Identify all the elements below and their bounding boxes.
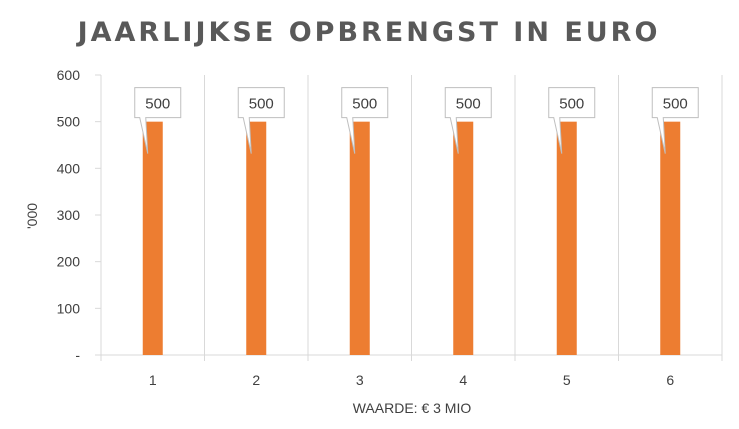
chart-title: JAARLIJKSE OPBRENGST IN EURO <box>76 17 661 48</box>
data-label: 500 <box>249 96 274 113</box>
data-label: 500 <box>352 96 377 113</box>
data-label: 500 <box>663 96 688 113</box>
y-tick-label: 500 <box>57 114 81 130</box>
data-labels: 500 500 500 500 500 500 <box>134 87 699 154</box>
data-label: 500 <box>456 96 481 113</box>
bar <box>246 121 267 356</box>
y-tick-label: 300 <box>57 207 81 223</box>
bar <box>660 121 681 356</box>
x-axis-title: WAARDE: € 3 MIO <box>353 400 472 416</box>
data-label: 500 <box>145 96 170 113</box>
y-tick-label: 600 <box>57 67 81 83</box>
x-tick-label: 1 <box>149 372 157 388</box>
bar <box>556 121 577 356</box>
y-axis-title: '000 <box>24 203 40 229</box>
gridlines <box>95 74 723 361</box>
bar <box>349 121 370 356</box>
x-tick-label: 6 <box>666 372 674 388</box>
bar <box>453 121 474 356</box>
y-tick-label: 200 <box>57 254 81 270</box>
data-label-callout <box>548 87 596 154</box>
y-tick-label: 100 <box>57 300 81 316</box>
data-label-callout <box>237 87 285 154</box>
y-axis-ticks: - 100 200 300 400 500 600 <box>57 67 81 363</box>
data-label: 500 <box>559 96 584 113</box>
x-tick-label: 2 <box>252 372 260 388</box>
bars <box>142 121 681 356</box>
y-tick-label: - <box>75 347 80 363</box>
y-tick-label: 400 <box>57 160 81 176</box>
data-label-callout <box>651 87 699 154</box>
x-axis-ticks: 1 2 3 4 5 6 <box>149 372 675 388</box>
x-tick-label: 3 <box>356 372 364 388</box>
data-label-callout <box>341 87 389 154</box>
bar <box>142 121 163 356</box>
data-label-callout <box>134 87 182 154</box>
x-tick-label: 4 <box>459 372 467 388</box>
data-label-callout <box>444 87 492 154</box>
x-tick-label: 5 <box>563 372 571 388</box>
